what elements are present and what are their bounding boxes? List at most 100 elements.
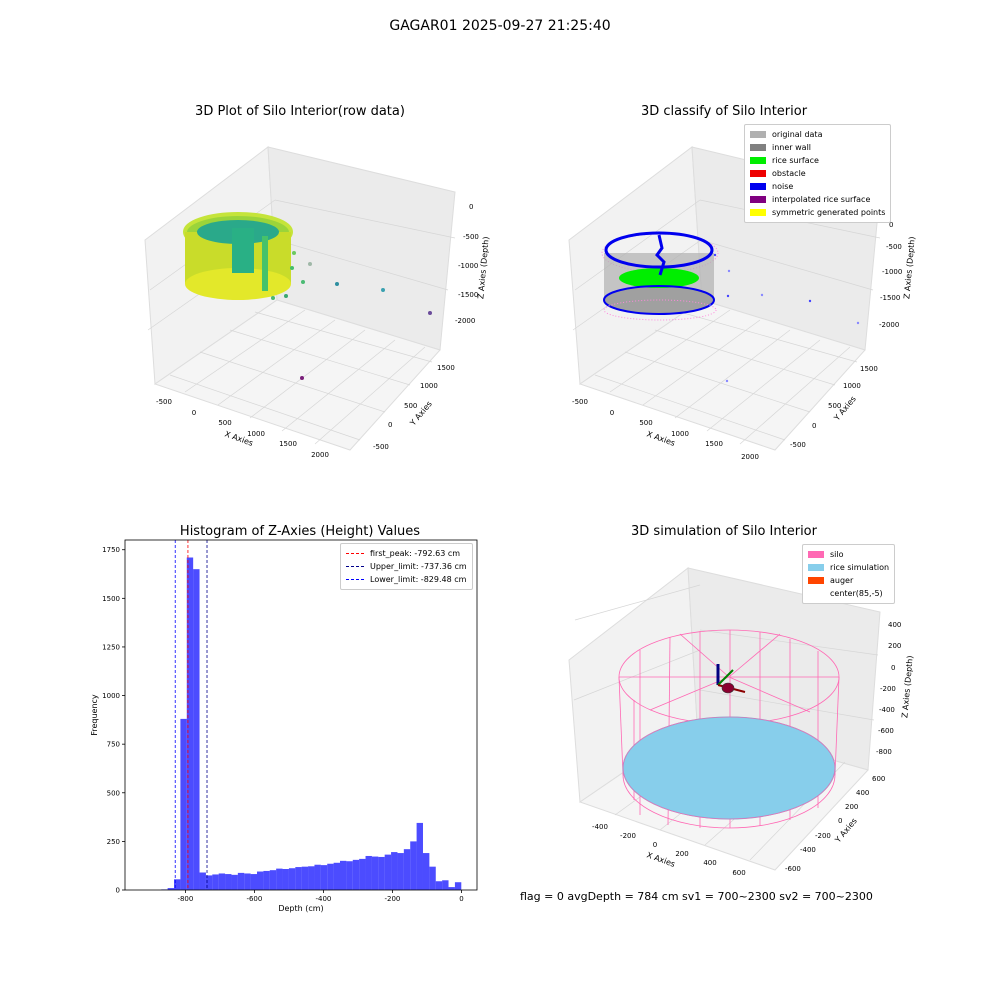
classify-ytick: 1000 xyxy=(843,382,861,390)
histogram-bar-40 xyxy=(416,822,423,890)
legend-line xyxy=(346,579,364,580)
legend-swatch xyxy=(750,170,766,177)
classify-y-ticks: -500 0 500 1000 1500 xyxy=(790,365,878,449)
classify-y-axis-label: Y Axies xyxy=(832,394,858,423)
legend-rice-surface: rice surface xyxy=(750,154,885,167)
histogram-bar-34 xyxy=(378,856,385,890)
histogram-legend: first_peak: -792.63 cm Upper_limit: -737… xyxy=(340,543,473,590)
histogram-bar-22 xyxy=(301,866,309,890)
simulation-x-axis-label: X Axies xyxy=(645,850,676,869)
legend-swatch xyxy=(750,131,766,138)
histogram-ytick-label-0: 0 xyxy=(116,887,120,895)
histogram-bar-38 xyxy=(403,849,411,890)
legend-swatch xyxy=(808,551,824,558)
simulation-ztick: -400 xyxy=(879,706,895,714)
simulation-xtick: 400 xyxy=(703,859,716,867)
classify-z-ticks: 0 -500 -1000 -1500 -2000 xyxy=(879,221,902,329)
histogram-bar-39 xyxy=(410,841,417,890)
histogram-xtick-label-0: -800 xyxy=(177,895,193,903)
legend-center: center(85,-5) xyxy=(808,587,889,600)
classify-outlier-points xyxy=(708,253,860,383)
histogram-ytick-label-6: 1500 xyxy=(102,595,120,603)
classify-xtick: -500 xyxy=(572,398,588,406)
raw-x-axis-label: X Axies xyxy=(223,429,254,448)
legend-line xyxy=(346,553,364,554)
simulation-ytick: 400 xyxy=(856,789,869,797)
histogram-bar-41 xyxy=(422,853,430,890)
simulation-3d-grid xyxy=(573,584,879,861)
legend-label: center(85,-5) xyxy=(830,589,883,598)
histogram-bar-26 xyxy=(327,863,334,890)
simulation-ztick: 0 xyxy=(891,664,895,672)
simulation-ytick: -400 xyxy=(800,846,816,854)
legend-label: rice surface xyxy=(772,156,819,165)
histogram-x-axis-label: Depth (cm) xyxy=(278,904,323,913)
simulation-y-ticks: -600 -400 -200 0 200 400 600 xyxy=(785,775,885,873)
histogram-bar-10 xyxy=(225,874,232,890)
legend-label: rice simulation xyxy=(830,563,890,572)
histogram-bar-9 xyxy=(218,873,226,890)
legend-swatch xyxy=(808,577,824,584)
simulation-legend: silo rice simulation auger center(85,-5) xyxy=(802,544,896,604)
histogram-title: Histogram of Z-Axies (Height) Values xyxy=(179,524,421,539)
simulation-z-axis-label: Z Axies (Depth) xyxy=(900,655,914,718)
legend-swatch xyxy=(750,196,766,203)
simulation-x-ticks: -400 -200 0 200 400 600 xyxy=(592,823,746,877)
classify-3d-grid xyxy=(572,199,881,445)
histogram-bar-32 xyxy=(365,855,372,890)
histogram-ytick-label-3: 750 xyxy=(107,741,120,749)
legend-label: Lower_limit: -829.48 cm xyxy=(370,575,467,584)
raw-3d-panes xyxy=(144,146,456,451)
auger-marker xyxy=(716,664,746,694)
raw-ytick: -500 xyxy=(373,443,389,451)
legend-label: noise xyxy=(772,182,794,191)
raw-y-axis-label: Y Axies xyxy=(408,399,434,428)
histogram-bar-4 xyxy=(186,557,194,890)
histogram-bar-12 xyxy=(237,872,245,890)
raw-x-ticks: -500 0 500 1000 1500 2000 xyxy=(156,398,329,459)
histogram-bar-42 xyxy=(429,866,436,890)
histogram-ytick-label-5: 1250 xyxy=(102,643,120,651)
raw-ytick: 1500 xyxy=(437,364,455,372)
simulation-xtick: -400 xyxy=(592,823,608,831)
histogram-bar-36 xyxy=(391,852,398,890)
histogram-bar-45 xyxy=(448,887,455,890)
legend-symmetric: symmetric generated points xyxy=(750,206,885,219)
histogram-bar-5 xyxy=(193,569,200,890)
simulation-xtick: 200 xyxy=(675,850,688,858)
classify-ytick: 0 xyxy=(812,422,816,430)
histogram-bar-21 xyxy=(295,867,302,890)
legend-auger: auger xyxy=(808,574,889,587)
legend-rice-simulation: rice simulation xyxy=(808,561,889,574)
simulation-ztick: -200 xyxy=(880,685,896,693)
raw-ytick: 0 xyxy=(388,421,392,429)
simulation-ytick: 600 xyxy=(872,775,885,783)
legend-label: original data xyxy=(772,130,823,139)
legend-swatch xyxy=(750,209,766,216)
figure-title: GAGAR01 2025-09-27 21:25:40 xyxy=(389,18,611,34)
raw-ztick: -1000 xyxy=(458,262,478,270)
histogram-ytick-label-4: 1000 xyxy=(102,692,120,700)
silo-wireframe xyxy=(618,629,840,829)
histogram-bar-7 xyxy=(205,875,213,890)
raw-xtick: 0 xyxy=(192,409,196,417)
classify-xtick: 2000 xyxy=(741,453,759,461)
legend-swatch xyxy=(750,157,766,164)
simulation-xtick: -200 xyxy=(620,832,636,840)
histogram-bar-2 xyxy=(174,879,181,890)
histogram-bar-25 xyxy=(320,865,328,890)
raw-xtick: 1500 xyxy=(279,440,297,448)
raw-ytick: 500 xyxy=(404,402,417,410)
histogram-xtick-label-2: -400 xyxy=(315,895,331,903)
classify-ytick: 500 xyxy=(828,402,841,410)
classify-ytick: 1500 xyxy=(860,365,878,373)
legend-label: inner wall xyxy=(772,143,812,152)
simulation-z-ticks: 400 200 0 -200 -400 -600 -800 xyxy=(876,621,901,756)
raw-ztick: -500 xyxy=(463,233,479,241)
histogram-bar-33 xyxy=(371,856,379,890)
legend-line xyxy=(346,566,364,567)
classify-xtick: 1500 xyxy=(705,440,723,448)
histogram-frame xyxy=(124,539,478,891)
simulation-xtick: 0 xyxy=(653,841,657,849)
classify-x-ticks: -500 0 500 1000 1500 2000 xyxy=(572,398,759,461)
